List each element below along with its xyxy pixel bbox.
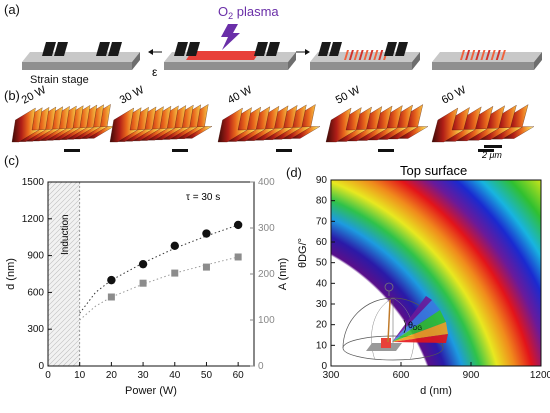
fit-curve-1 bbox=[79, 224, 239, 314]
diffracted-fan bbox=[392, 300, 440, 342]
panel-a-label: (a) bbox=[4, 2, 20, 17]
y2-axis-title: A (nm) bbox=[277, 258, 289, 290]
d-point bbox=[138, 259, 148, 269]
plasma-label: O2 plasma bbox=[218, 4, 279, 21]
panel-d-label: (d) bbox=[286, 165, 302, 180]
block-scale-bar bbox=[378, 149, 394, 152]
scale-bar-2um: 2 μm bbox=[481, 145, 502, 160]
strain-symbol: ε bbox=[152, 65, 158, 79]
x-tick-label: 30 bbox=[138, 370, 150, 381]
y-tick-label: 70 bbox=[316, 216, 328, 227]
y-tick-label: 80 bbox=[316, 196, 328, 207]
a-point bbox=[234, 253, 242, 261]
y-tick-label: 0 bbox=[321, 361, 327, 372]
y2-tick-label: 0 bbox=[258, 361, 264, 372]
y-tick-label: 1500 bbox=[22, 177, 45, 188]
strain-stage-3 bbox=[310, 42, 420, 70]
block-scale-bar bbox=[276, 149, 292, 152]
y-tick-label: 20 bbox=[316, 320, 328, 331]
block-scale-bar bbox=[172, 149, 188, 152]
svg-text:θDG: θDG bbox=[408, 320, 422, 332]
wrinkle-block-4: 50 W bbox=[325, 84, 429, 152]
a-point bbox=[171, 269, 179, 277]
y-tick-label: 30 bbox=[316, 299, 328, 310]
diffraction-inset: θDG bbox=[342, 282, 448, 361]
panel-d-title: Top surface bbox=[400, 163, 467, 178]
y2-tick-label: 400 bbox=[258, 177, 275, 188]
y-tick-label: 0 bbox=[38, 361, 44, 372]
clamp-left bbox=[42, 42, 68, 56]
strain-stage-2 bbox=[164, 42, 296, 70]
block-scale-bar bbox=[478, 149, 494, 152]
x-tick-label: 300 bbox=[323, 370, 340, 381]
y-tick-label: 300 bbox=[27, 324, 44, 335]
d-point bbox=[202, 229, 211, 238]
svg-text:2 μm: 2 μm bbox=[481, 150, 502, 160]
y-tick-label: 50 bbox=[316, 258, 328, 269]
ridge bbox=[217, 107, 248, 143]
y-tick-label: 1200 bbox=[22, 214, 45, 225]
induction-label: Induction bbox=[60, 214, 71, 255]
strain-stage-label: Strain stage bbox=[30, 74, 89, 86]
strain-stage-4 bbox=[432, 50, 542, 70]
power-label: 40 W bbox=[226, 84, 255, 107]
y-tick-label: 40 bbox=[316, 278, 328, 289]
power-label: 20 W bbox=[20, 84, 49, 107]
clamp-right bbox=[96, 42, 122, 56]
d-point bbox=[233, 220, 243, 230]
y-tick-label: 10 bbox=[316, 340, 328, 351]
polymer-film bbox=[186, 51, 260, 60]
heatmap-frame bbox=[330, 179, 542, 367]
x-tick-label: 0 bbox=[45, 370, 51, 381]
y-tick-label: 60 bbox=[316, 237, 328, 248]
a-point bbox=[139, 279, 147, 287]
wrinkle-block-1: 20 W bbox=[11, 84, 115, 152]
x-tick-label: 900 bbox=[463, 370, 480, 381]
d-point bbox=[107, 275, 116, 285]
wrinkle-block-2: 30 W bbox=[109, 84, 213, 152]
plasma-bolt-icon bbox=[221, 24, 240, 50]
y-tick-label: 600 bbox=[27, 287, 44, 298]
power-label: 50 W bbox=[334, 84, 363, 107]
x-tick-label: 60 bbox=[233, 370, 245, 381]
power-label: 30 W bbox=[118, 84, 147, 107]
y-axis-title: d (nm) bbox=[5, 258, 17, 290]
tau-annotation: τ = 30 s bbox=[186, 192, 220, 203]
x-tick-label: 40 bbox=[169, 370, 181, 381]
x-axis-title: Power (W) bbox=[125, 385, 177, 397]
y2-tick-label: 300 bbox=[258, 223, 275, 234]
x-tick-label: 10 bbox=[74, 370, 86, 381]
a-point bbox=[107, 293, 115, 301]
d-point bbox=[170, 241, 179, 250]
x-tick-label: 50 bbox=[201, 370, 213, 381]
x-tick-label: 600 bbox=[393, 370, 410, 381]
x-axis-title: d (nm) bbox=[420, 385, 452, 397]
wrinkle-block-5: 60 W bbox=[431, 84, 535, 152]
y-tick-label: 900 bbox=[27, 251, 44, 262]
panel-b-label: (b) bbox=[4, 88, 20, 103]
strain-stage-1 bbox=[22, 42, 140, 70]
ridge bbox=[109, 107, 138, 143]
power-chart: Induction0300600900120015000100200300400… bbox=[5, 177, 289, 397]
ridge bbox=[431, 107, 465, 143]
x-tick-label: 20 bbox=[106, 370, 118, 381]
ridge bbox=[325, 107, 357, 143]
panel-c-label: (c) bbox=[4, 153, 19, 168]
a-point bbox=[202, 263, 210, 271]
block-scale-bar bbox=[64, 149, 80, 152]
wrinkle-renderings: 20 W 30 W 40 W 50 W 60 W bbox=[11, 84, 535, 152]
power-label: 60 W bbox=[440, 84, 469, 107]
fit-curve-2 bbox=[79, 256, 239, 321]
x-tick-label: 1200 bbox=[530, 370, 550, 381]
y-tick-label: 90 bbox=[316, 175, 328, 186]
wrinkle-block-3: 40 W bbox=[217, 84, 321, 152]
y2-tick-label: 100 bbox=[258, 315, 275, 326]
ridge bbox=[11, 107, 40, 143]
angle-heatmap: θDG 0 10 20 30 40 50 60 70 80 90 300 600 900 1200 d (n… bbox=[297, 175, 550, 397]
y-axis-title: θDG/° bbox=[297, 238, 309, 268]
y2-tick-label: 200 bbox=[258, 269, 275, 280]
